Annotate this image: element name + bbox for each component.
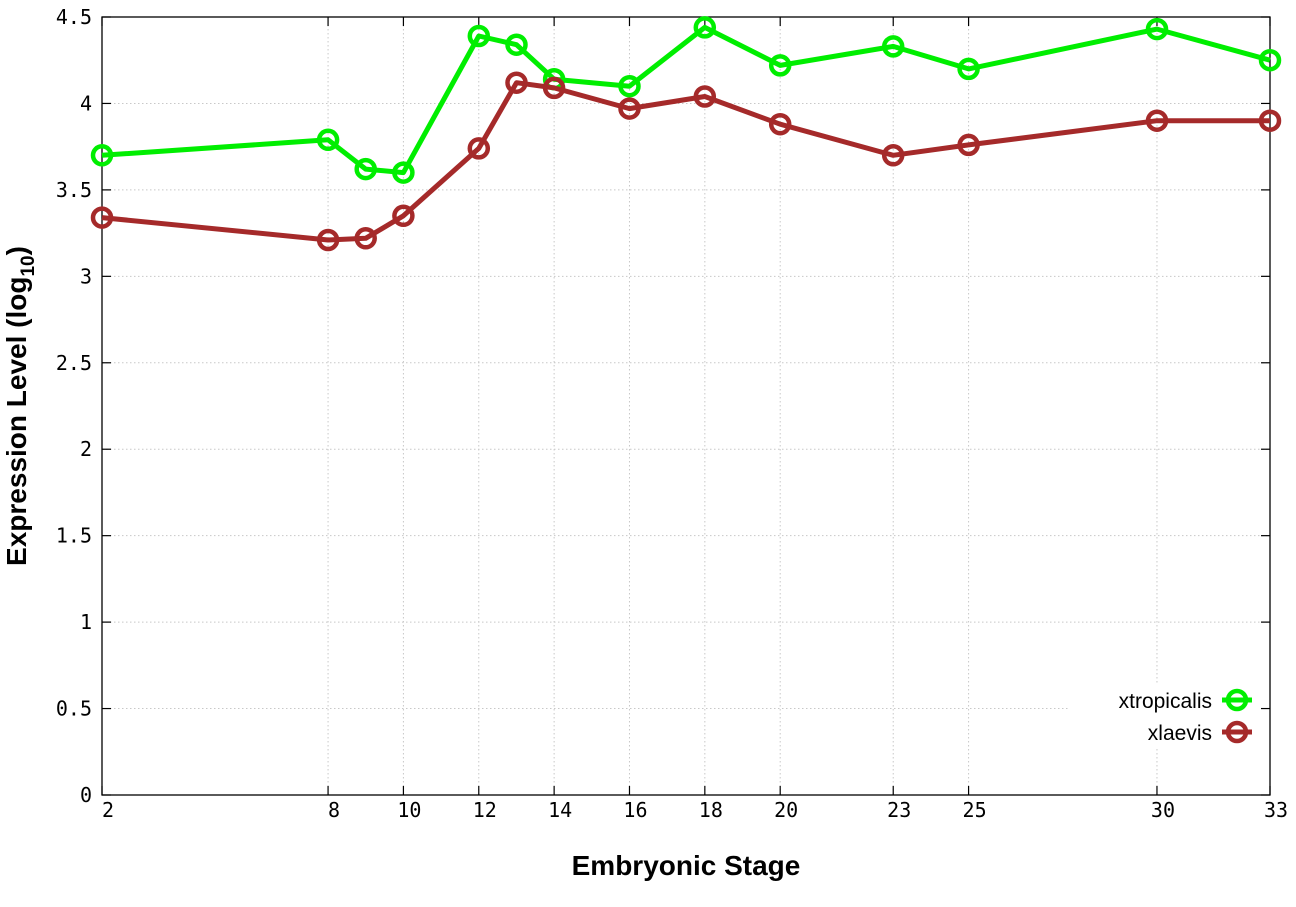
- y-tick-label: 3.5: [56, 178, 92, 202]
- data-point-xtropicalis: [957, 57, 980, 81]
- axis-ticks: 2 8 10 12 14 16 18 20 23 25 30 33 0 0.5 1 1.5 2 2.5 3 3.5 4 4…: [56, 5, 1288, 822]
- x-tick-label: 10: [397, 798, 421, 822]
- series-line-xtropicalis: [101, 24, 1271, 176]
- data-point-xlaevis: [618, 97, 641, 120]
- plot-frame: [101, 16, 1271, 796]
- y-axis-title-subscript: 10: [18, 255, 39, 276]
- data-point-xtropicalis: [316, 128, 340, 152]
- x-tick-label: 25: [963, 798, 987, 822]
- y-tick-label: 1.5: [56, 524, 92, 548]
- y-tick-label: 1: [80, 610, 92, 634]
- legend-swatch-marker-xlaevis: [1225, 720, 1249, 744]
- legend-swatch-marker-xtropicalis: [1225, 688, 1249, 712]
- y-tick-label: 4: [80, 91, 92, 115]
- data-point-xlaevis: [1145, 109, 1169, 132]
- data-point-xtropicalis: [618, 74, 641, 98]
- y-axis-title-close: ): [1, 246, 32, 255]
- data-point-xtropicalis: [693, 16, 717, 39]
- data-point-xlaevis: [542, 76, 566, 100]
- x-tick-label: 30: [1151, 798, 1175, 822]
- x-tick-label: 33: [1264, 798, 1288, 822]
- series-line-xlaevis: [101, 80, 1270, 243]
- data-point-xlaevis: [392, 204, 415, 228]
- data-point-xtropicalis: [505, 33, 528, 56]
- x-tick-label: 16: [623, 798, 647, 822]
- data-point-xlaevis: [90, 206, 114, 229]
- x-tick-label: 12: [473, 798, 497, 822]
- data-point-xtropicalis: [467, 24, 491, 48]
- legend-label-xtropicalis: xtropicalis: [1119, 690, 1212, 713]
- data-point-xtropicalis: [1145, 17, 1169, 41]
- series-group: [90, 16, 1282, 252]
- data-point-xtropicalis: [354, 157, 377, 181]
- data-point-xlaevis: [467, 137, 491, 160]
- series-xlaevis: [90, 71, 1282, 252]
- data-point-xlaevis: [957, 133, 980, 157]
- x-axis-title: Embryonic Stage: [572, 850, 801, 881]
- x-tick-label: 8: [328, 798, 340, 822]
- data-point-xlaevis: [768, 112, 792, 136]
- y-tick-label: 2.5: [56, 351, 92, 375]
- x-tick-label: 20: [774, 798, 798, 822]
- data-point-xtropicalis: [768, 54, 792, 77]
- y-axis-title-main: Expression Level (log: [1, 277, 32, 566]
- x-tick-label: 23: [887, 798, 911, 822]
- data-point-xtropicalis: [881, 35, 905, 58]
- data-point-xtropicalis: [1258, 48, 1282, 72]
- y-tick-label: 4.5: [56, 5, 92, 29]
- series-xtropicalis: [90, 16, 1282, 184]
- x-tick-label: 18: [699, 798, 723, 822]
- data-point-xtropicalis: [90, 144, 114, 167]
- data-point-xlaevis: [316, 228, 340, 252]
- y-axis-title: Expression Level (log10): [1, 246, 39, 566]
- data-point-xtropicalis: [392, 161, 415, 184]
- x-tick-label: 2: [102, 798, 114, 822]
- y-tick-label: 3: [80, 264, 92, 288]
- data-point-xlaevis: [693, 85, 717, 108]
- data-point-xlaevis: [505, 71, 528, 94]
- data-point-xlaevis: [881, 144, 905, 167]
- legend: xtropicalis xlaevis: [1070, 683, 1260, 747]
- x-tick-label: 14: [548, 798, 572, 822]
- y-tick-label: 0.5: [56, 697, 92, 721]
- data-point-xlaevis: [354, 227, 377, 250]
- y-tick-label: 0: [80, 783, 92, 807]
- legend-label-xlaevis: xlaevis: [1148, 722, 1212, 745]
- data-point-xlaevis: [1258, 109, 1282, 132]
- y-tick-label: 2: [80, 437, 92, 461]
- grid: [102, 17, 1270, 795]
